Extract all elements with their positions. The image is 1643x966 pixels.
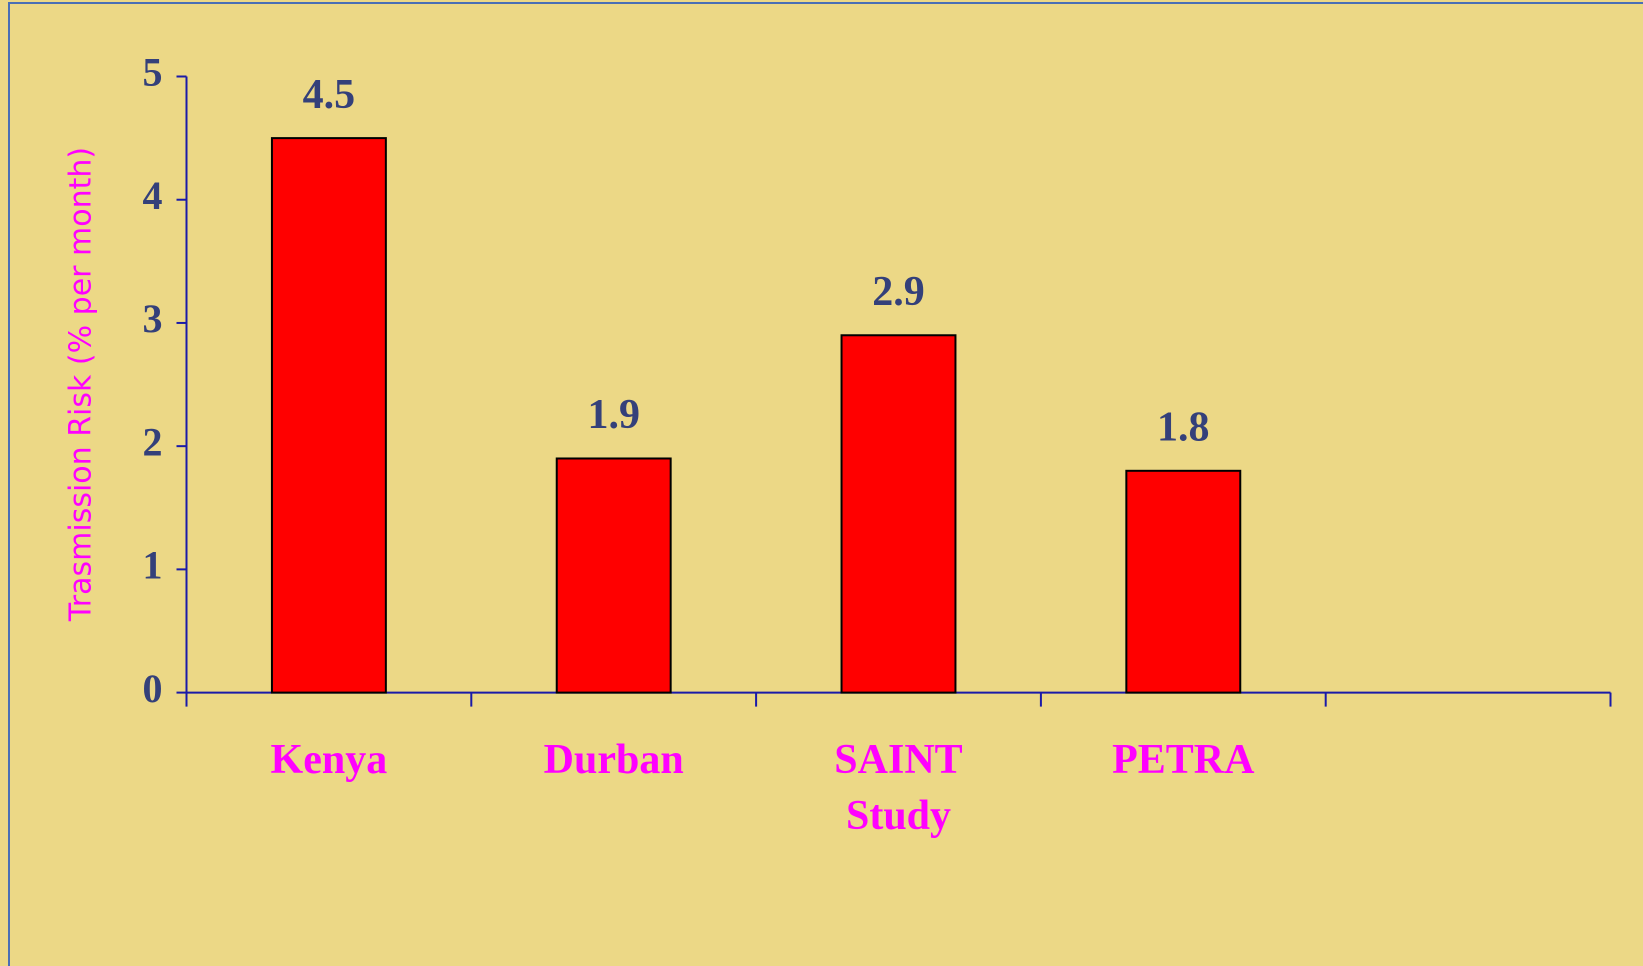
y-tick-label: 0 xyxy=(143,666,163,711)
y-tick-label: 5 xyxy=(143,50,163,95)
value-label: 2.9 xyxy=(872,269,925,315)
x-tick-label: SAINT Study xyxy=(834,737,963,839)
x-tick-label: PETRA xyxy=(1112,737,1255,783)
y-tick-label: 3 xyxy=(143,296,163,341)
bar xyxy=(270,137,387,694)
value-label: 4.5 xyxy=(303,72,356,118)
value-label: 1.8 xyxy=(1157,404,1210,450)
bar xyxy=(555,457,672,694)
value-label: 1.9 xyxy=(587,392,640,438)
y-tick-label: 4 xyxy=(143,173,163,218)
bar xyxy=(1125,469,1242,694)
y-axis-label: Trasmission Risk (% per month) xyxy=(64,147,99,622)
y-tick-label: 1 xyxy=(143,543,163,588)
x-tick-label: Durban xyxy=(543,737,684,783)
y-tick-label: 2 xyxy=(143,419,163,464)
bar xyxy=(840,334,957,694)
x-tick-label: Kenya xyxy=(270,737,388,783)
